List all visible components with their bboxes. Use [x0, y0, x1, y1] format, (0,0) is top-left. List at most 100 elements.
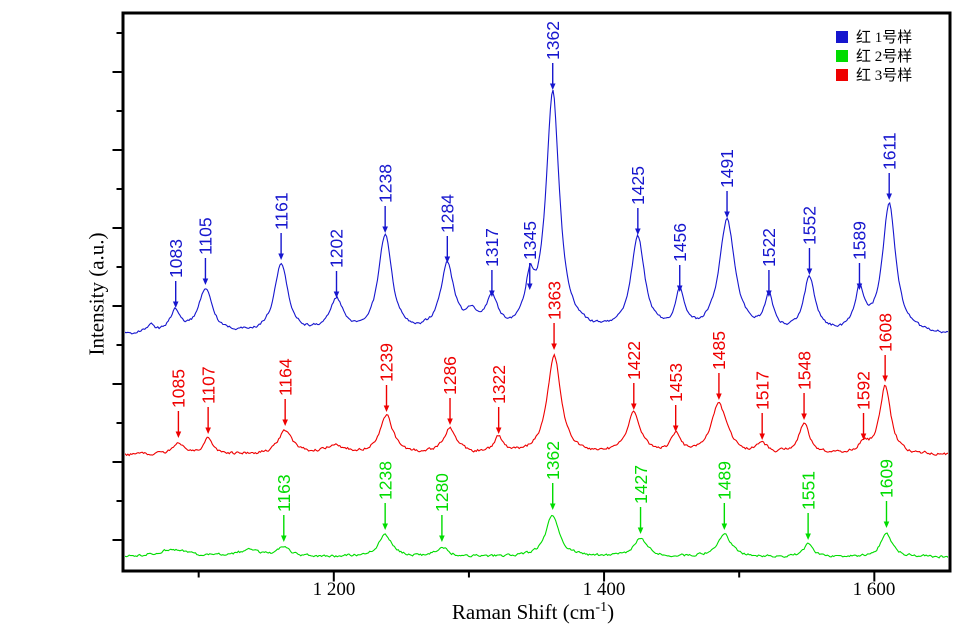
- peak-arrowhead: [278, 253, 284, 260]
- peak-label: 1362: [543, 441, 563, 480]
- peak-arrowhead: [716, 393, 722, 400]
- peak-arrowhead: [439, 535, 445, 542]
- legend-label-sample3: 红 3号样: [856, 68, 913, 84]
- peak-arrowhead: [882, 375, 888, 382]
- peak-label: 1491: [717, 149, 737, 188]
- peak-label: 1456: [670, 223, 690, 262]
- legend-item-sample3: 红 3号样: [836, 65, 912, 84]
- peak-arrowhead: [526, 283, 533, 290]
- peak-arrowhead: [886, 193, 892, 200]
- peak-arrowhead: [382, 523, 388, 530]
- peak-label: 1363: [544, 281, 564, 320]
- peak-label: 1425: [628, 166, 648, 205]
- peak-label: 1238: [375, 164, 395, 203]
- peak-arrowhead: [549, 83, 556, 90]
- peak-label: 1517: [752, 371, 772, 410]
- peak-label: 1453: [666, 363, 686, 402]
- peak-arrowhead: [801, 413, 807, 420]
- peak-label: 1345: [520, 221, 540, 260]
- peak-arrowhead: [806, 268, 813, 275]
- peak-arrowhead: [172, 301, 179, 308]
- spectrum-trace: [125, 514, 948, 559]
- spectrum-trace: [125, 89, 948, 335]
- peak-label: 1238: [375, 461, 395, 500]
- peak-arrowhead: [382, 226, 388, 233]
- peak-label: 1202: [327, 229, 347, 268]
- legend-swatch-red: [836, 68, 848, 81]
- peak-label: 1105: [196, 217, 216, 255]
- x-axis-title-superscript: -1: [595, 600, 608, 615]
- peak-arrowhead: [549, 503, 556, 510]
- peak-label: 1548: [794, 351, 814, 390]
- peak-arrowhead: [489, 290, 495, 297]
- peak-label: 1592: [854, 371, 874, 410]
- legend-label-sample2: 红 2号样: [856, 49, 913, 65]
- peak-label: 1322: [489, 365, 509, 404]
- x-axis-title: Raman Shift (cm-1): [452, 600, 614, 625]
- peak-label: 1085: [169, 369, 189, 408]
- peak-arrowhead: [447, 418, 453, 425]
- legend-label-sample1: 红 1号样: [856, 30, 913, 46]
- peak-label: 1284: [438, 194, 458, 233]
- peak-label: 1317: [482, 228, 502, 267]
- legend-swatch-green: [836, 49, 848, 62]
- peak-label: 1362: [543, 21, 563, 60]
- peak-label: 1107: [198, 366, 218, 404]
- peak-arrowhead: [883, 521, 890, 528]
- x-tick-label-1600: 1 600: [852, 579, 896, 600]
- peak-label: 1083: [166, 239, 186, 278]
- peak-arrowhead: [637, 527, 644, 534]
- peak-arrowhead: [281, 535, 287, 542]
- legend-item-sample2: 红 2号样: [836, 46, 912, 65]
- peak-arrowhead: [724, 211, 730, 218]
- peak-label: 1163: [274, 474, 294, 512]
- peak-label: 1161: [271, 192, 291, 230]
- peak-label: 1286: [440, 356, 460, 395]
- x-axis-title-close: ): [607, 600, 615, 624]
- peak-label: 1551: [798, 471, 818, 510]
- x-tick-label-1400: 1 400: [582, 579, 626, 600]
- legend: 红 1号样 红 2号样 红 3号样: [836, 27, 912, 84]
- peak-label: 1608: [875, 313, 895, 352]
- peak-label: 1522: [759, 228, 779, 267]
- x-tick-label-1200: 1 200: [312, 579, 356, 600]
- peak-label: 1164: [275, 358, 295, 396]
- peak-arrowhead: [766, 290, 772, 297]
- x-axis-title-text: Raman Shift (cm: [451, 600, 596, 624]
- peak-arrowhead: [551, 343, 557, 350]
- y-axis-title: Intensity (a.u.): [84, 232, 109, 356]
- peak-arrowhead: [721, 523, 728, 530]
- peak-arrowhead: [333, 291, 340, 298]
- peak-arrowhead: [630, 403, 637, 410]
- peak-arrowhead: [205, 427, 211, 434]
- peak-arrowhead: [383, 405, 390, 412]
- peak-label: 1611: [879, 132, 899, 170]
- peak-label: 1485: [709, 331, 729, 370]
- peak-label: 1427: [631, 465, 651, 504]
- peak-label: 1239: [377, 343, 397, 382]
- peak-label: 1280: [432, 473, 452, 512]
- peak-arrowhead: [635, 228, 641, 235]
- plot-frame: [121, 11, 952, 573]
- peak-label: 1609: [877, 459, 897, 498]
- peak-arrowhead: [856, 283, 863, 290]
- spectrum-trace: [125, 353, 948, 457]
- legend-item-sample1: 红 1号样: [836, 27, 912, 46]
- legend-swatch-blue: [836, 30, 848, 43]
- peak-arrowhead: [444, 256, 451, 263]
- peak-arrowhead: [672, 425, 679, 432]
- peak-arrowhead: [676, 285, 683, 292]
- peak-label: 1489: [715, 461, 735, 500]
- peak-arrowhead: [759, 433, 765, 440]
- peak-arrowhead: [202, 278, 209, 285]
- peak-label: 1552: [800, 206, 820, 245]
- peak-arrowhead: [175, 431, 182, 438]
- peak-arrowhead: [860, 433, 867, 440]
- peak-arrowhead: [805, 533, 811, 540]
- peak-arrowhead: [282, 419, 288, 426]
- peak-label: 1589: [850, 221, 870, 260]
- peak-label: 1422: [624, 341, 644, 380]
- peak-arrowhead: [495, 427, 502, 434]
